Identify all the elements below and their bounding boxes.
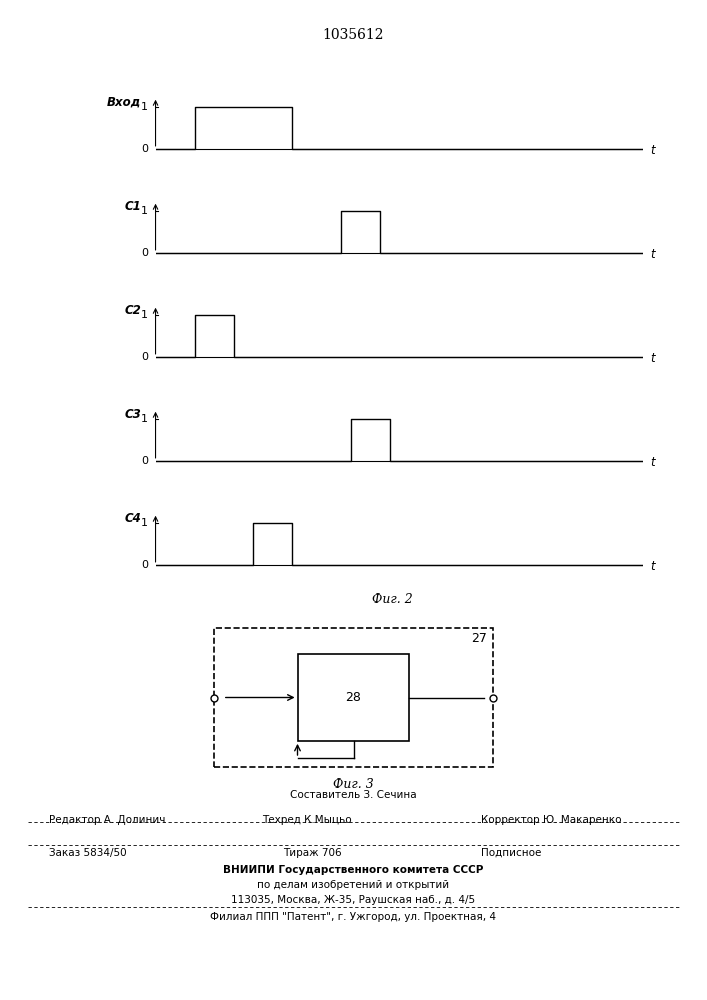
Text: Составитель З. Сечина: Составитель З. Сечина	[290, 790, 417, 800]
Text: 0: 0	[141, 248, 148, 258]
Text: С1: С1	[124, 200, 141, 213]
Text: 27: 27	[472, 632, 487, 645]
Text: 1: 1	[141, 206, 148, 216]
Text: Корректор Ю. Макаренко: Корректор Ю. Макаренко	[481, 815, 621, 825]
Text: Заказ 5834/50: Заказ 5834/50	[49, 848, 127, 858]
Text: ВНИИПИ Государственного комитета СССР: ВНИИПИ Государственного комитета СССР	[223, 865, 484, 875]
Text: Фиг. 2: Фиг. 2	[372, 593, 413, 606]
Text: Техред К.Мыцьо: Техред К.Мыцьо	[262, 815, 351, 825]
Text: С3: С3	[124, 408, 141, 421]
Text: 1: 1	[141, 414, 148, 424]
Text: 28: 28	[346, 691, 361, 704]
Text: 0: 0	[141, 456, 148, 466]
Bar	[214, 628, 493, 767]
Text: 0: 0	[141, 352, 148, 362]
Text: 0: 0	[141, 144, 148, 154]
Text: t: t	[650, 456, 655, 469]
Text: Тираж 706: Тираж 706	[283, 848, 341, 858]
Text: Подписное: Подписное	[481, 848, 541, 858]
Text: t: t	[650, 144, 655, 157]
Text: t: t	[650, 352, 655, 365]
Text: 1: 1	[141, 310, 148, 320]
Text: 1: 1	[141, 518, 148, 528]
Text: t: t	[650, 560, 655, 573]
Text: Вход: Вход	[107, 96, 141, 109]
Text: Редактор А. Долинич: Редактор А. Долинич	[49, 815, 166, 825]
Text: t: t	[650, 248, 655, 261]
Text: Филиал ППП "Патент", г. Ужгород, ул. Проектная, 4: Филиал ППП "Патент", г. Ужгород, ул. Про…	[211, 912, 496, 922]
Text: 1035612: 1035612	[323, 28, 384, 42]
Text: Фиг. 3: Фиг. 3	[333, 778, 374, 791]
Text: С4: С4	[124, 512, 141, 525]
Text: 1: 1	[141, 102, 148, 112]
Text: по делам изобретений и открытий: по делам изобретений и открытий	[257, 880, 450, 890]
Text: 0: 0	[141, 560, 148, 570]
Bar	[298, 654, 409, 741]
Text: 113035, Москва, Ж-35, Раушская наб., д. 4/5: 113035, Москва, Ж-35, Раушская наб., д. …	[231, 895, 476, 905]
Text: С2: С2	[124, 304, 141, 317]
